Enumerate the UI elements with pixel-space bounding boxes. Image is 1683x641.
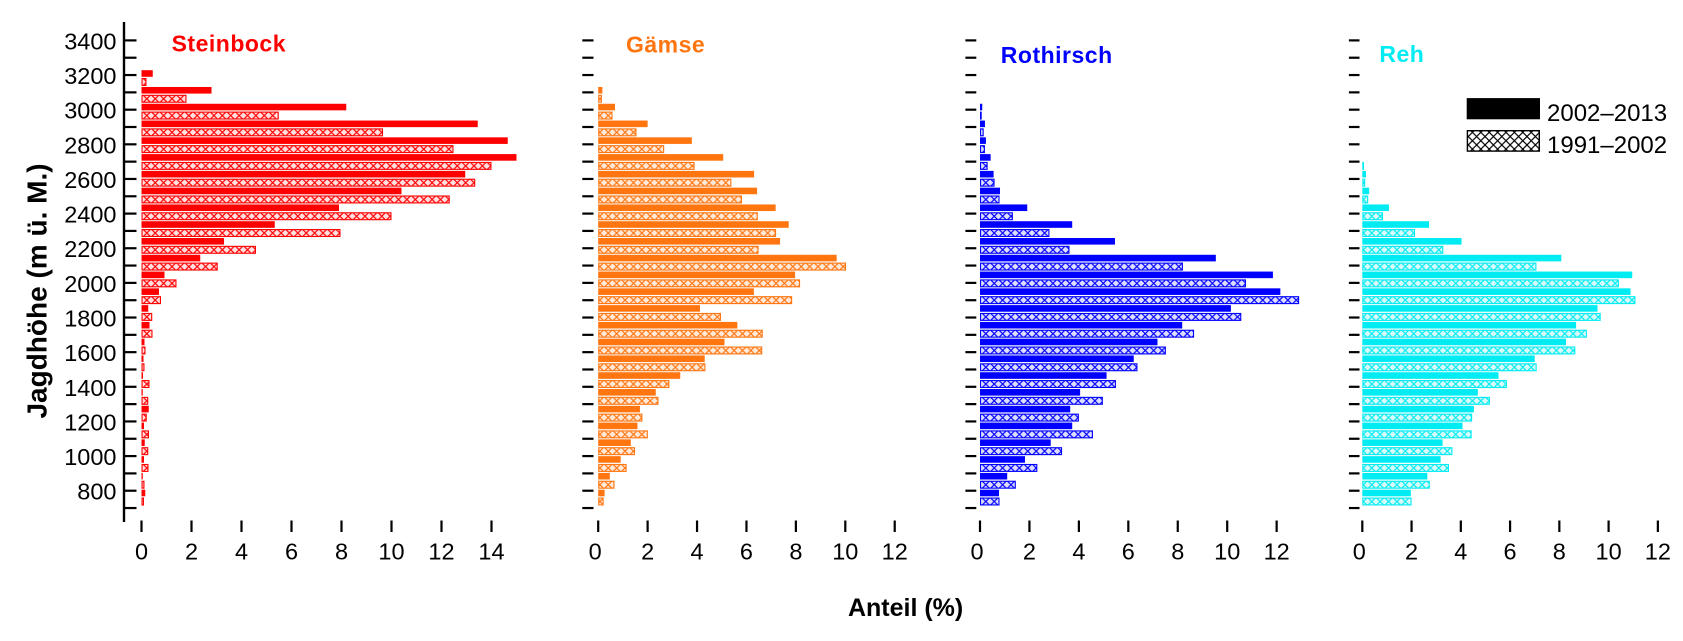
svg-text:Steinbock: Steinbock [172, 31, 286, 57]
svg-text:6: 6 [1504, 539, 1517, 565]
svg-text:6: 6 [740, 539, 753, 565]
svg-text:2600: 2600 [64, 167, 116, 193]
svg-text:10: 10 [832, 539, 858, 565]
svg-text:8: 8 [789, 539, 802, 565]
svg-text:3000: 3000 [64, 98, 116, 124]
svg-text:14: 14 [478, 539, 504, 565]
svg-text:3200: 3200 [64, 63, 116, 89]
svg-text:8: 8 [1553, 539, 1566, 565]
svg-text:12: 12 [428, 539, 454, 565]
svg-text:6: 6 [285, 539, 298, 565]
svg-text:12: 12 [1645, 539, 1671, 565]
svg-text:12: 12 [882, 539, 908, 565]
svg-text:10: 10 [378, 539, 404, 565]
svg-text:10: 10 [1596, 539, 1622, 565]
svg-text:2: 2 [185, 539, 198, 565]
svg-text:Gämse: Gämse [626, 32, 705, 58]
svg-text:8: 8 [1171, 539, 1184, 565]
svg-text:4: 4 [691, 539, 704, 565]
svg-text:4: 4 [235, 539, 248, 565]
svg-text:10: 10 [1214, 539, 1240, 565]
svg-text:800: 800 [77, 479, 116, 505]
svg-text:Reh: Reh [1379, 41, 1424, 67]
svg-text:2: 2 [1405, 539, 1418, 565]
svg-text:2: 2 [641, 539, 654, 565]
svg-text:0: 0 [970, 539, 983, 565]
svg-text:4: 4 [1454, 539, 1467, 565]
svg-text:0: 0 [135, 539, 148, 565]
svg-text:6: 6 [1122, 539, 1135, 565]
svg-text:1000: 1000 [64, 444, 116, 470]
svg-text:1800: 1800 [64, 306, 116, 332]
svg-text:Anteil (%): Anteil (%) [848, 594, 963, 622]
svg-text:2000: 2000 [64, 271, 116, 297]
svg-text:12: 12 [1264, 539, 1290, 565]
svg-text:0: 0 [1353, 539, 1366, 565]
svg-text:1991–2002: 1991–2002 [1547, 132, 1667, 159]
svg-text:1600: 1600 [64, 340, 116, 366]
svg-text:2: 2 [1023, 539, 1036, 565]
svg-text:Rothirsch: Rothirsch [1001, 42, 1113, 68]
svg-text:2002–2013: 2002–2013 [1547, 100, 1667, 127]
svg-text:8: 8 [335, 539, 348, 565]
svg-text:1400: 1400 [64, 375, 116, 401]
svg-text:3400: 3400 [64, 28, 116, 54]
svg-text:2800: 2800 [64, 132, 116, 158]
svg-text:4: 4 [1072, 539, 1085, 565]
svg-text:0: 0 [589, 539, 602, 565]
svg-text:1200: 1200 [64, 409, 116, 435]
svg-text:2200: 2200 [64, 236, 116, 262]
svg-text:Jagdhöhe (m ü. M.): Jagdhöhe (m ü. M.) [22, 163, 53, 418]
svg-text:2400: 2400 [64, 202, 116, 228]
